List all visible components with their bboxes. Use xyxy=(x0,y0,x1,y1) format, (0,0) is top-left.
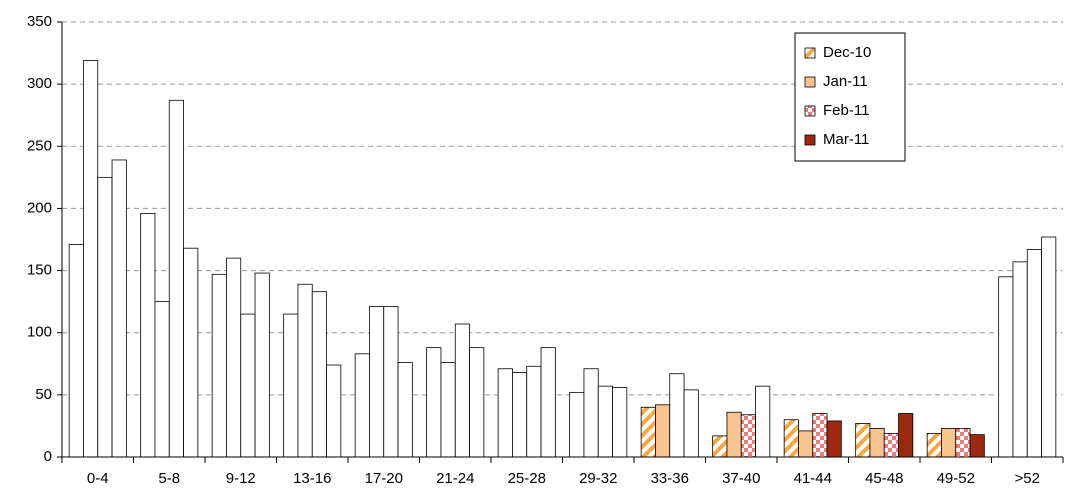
bar xyxy=(969,434,985,458)
bar xyxy=(326,364,342,458)
bar xyxy=(397,362,413,458)
bar xyxy=(311,291,327,458)
bar xyxy=(254,272,270,458)
bar xyxy=(240,313,256,458)
x-tick-label: 5-8 xyxy=(158,470,180,487)
legend: Dec-10 Jan-11 Feb-11 Mar-11 xyxy=(794,32,906,162)
y-tick-label: 100 xyxy=(27,324,52,341)
x-tick-label: 21-24 xyxy=(436,470,474,487)
bar xyxy=(68,244,84,458)
bar xyxy=(883,432,899,458)
bar xyxy=(512,372,528,458)
legend-swatch xyxy=(804,47,816,59)
bar xyxy=(740,414,756,458)
y-tick-label: 50 xyxy=(35,386,52,403)
y-tick-label: 150 xyxy=(27,262,52,279)
bar xyxy=(640,406,656,458)
bar xyxy=(998,276,1014,458)
bar xyxy=(755,385,771,458)
bar xyxy=(97,176,113,458)
x-tick-label: 37-40 xyxy=(722,470,760,487)
bar xyxy=(440,362,456,458)
x-tick-label: 33-36 xyxy=(651,470,689,487)
bar xyxy=(168,99,184,458)
bar xyxy=(540,347,556,458)
bar xyxy=(1026,249,1042,458)
bar xyxy=(583,368,599,458)
bar xyxy=(826,420,842,458)
bar xyxy=(354,353,370,458)
x-tick-label: 29-32 xyxy=(579,470,617,487)
bar xyxy=(898,413,914,458)
bar xyxy=(454,323,470,458)
bar xyxy=(569,391,585,458)
bar xyxy=(283,313,299,458)
x-tick-label: 17-20 xyxy=(365,470,403,487)
bar xyxy=(526,365,542,458)
bar xyxy=(154,301,170,458)
x-tick-label: 9-12 xyxy=(226,470,256,487)
bar xyxy=(869,428,885,458)
bar xyxy=(469,347,485,458)
bar xyxy=(226,257,242,458)
x-tick-label: 41-44 xyxy=(794,470,832,487)
bar xyxy=(183,247,199,458)
legend-swatch xyxy=(804,105,816,117)
x-tick-label: 25-28 xyxy=(508,470,546,487)
y-tick-label: 200 xyxy=(27,199,52,216)
bar xyxy=(612,386,628,458)
bar xyxy=(83,60,99,458)
bar xyxy=(955,428,971,458)
legend-label: Feb-11 xyxy=(823,102,869,119)
legend-label: Dec-10 xyxy=(823,44,871,61)
bar xyxy=(140,212,156,458)
bar xyxy=(1041,236,1057,458)
y-tick-label: 0 xyxy=(44,448,52,465)
bar xyxy=(426,347,442,458)
x-tick-label: 0-4 xyxy=(87,470,109,487)
bar xyxy=(712,435,728,458)
bar xyxy=(783,419,799,458)
legend-swatch xyxy=(804,134,816,146)
bar xyxy=(211,273,227,458)
bar xyxy=(726,411,742,458)
y-tick-label: 350 xyxy=(27,13,52,30)
bar xyxy=(683,389,699,458)
bar xyxy=(497,368,513,458)
y-tick-label: 300 xyxy=(27,75,52,92)
bar xyxy=(111,159,127,458)
bar xyxy=(941,428,957,458)
bar xyxy=(812,413,828,458)
legend-label: Mar-11 xyxy=(823,131,869,148)
x-tick-label: 45-48 xyxy=(865,470,903,487)
bar xyxy=(597,385,613,458)
bar xyxy=(855,423,871,458)
y-tick-label: 250 xyxy=(27,137,52,154)
bar xyxy=(926,432,942,458)
bar xyxy=(369,306,385,458)
bar xyxy=(798,430,814,458)
bar xyxy=(383,306,399,458)
x-tick-label: 49-52 xyxy=(937,470,975,487)
bar xyxy=(297,283,313,458)
x-tick-label: 13-16 xyxy=(293,470,331,487)
legend-label: Jan-11 xyxy=(823,73,868,90)
bar xyxy=(655,404,671,458)
bar xyxy=(669,373,685,458)
legend-swatch xyxy=(804,76,816,88)
x-tick-label: >52 xyxy=(1015,470,1040,487)
bar xyxy=(1012,261,1028,458)
